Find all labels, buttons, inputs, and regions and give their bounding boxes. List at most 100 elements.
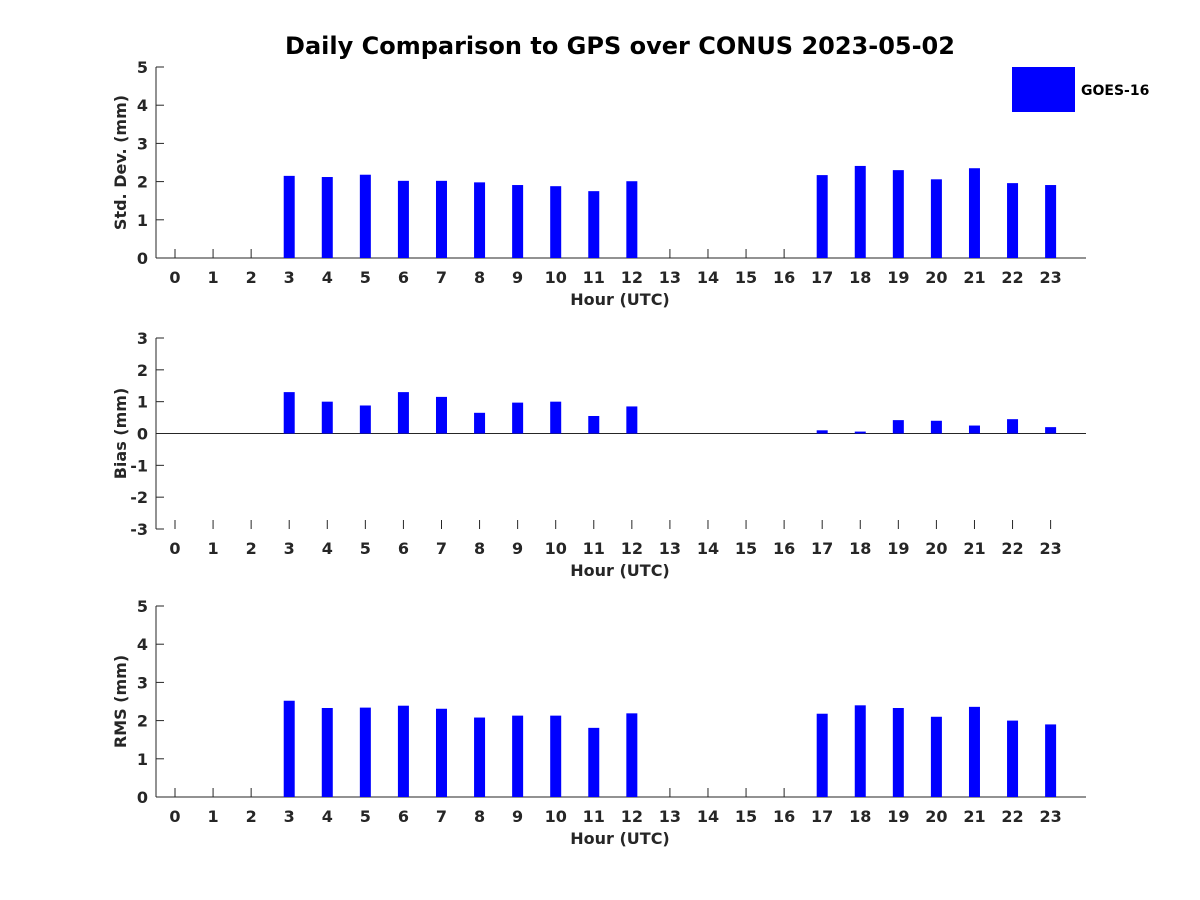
- bar-hour-11: [588, 415, 600, 434]
- y-tick-label: 5: [137, 597, 148, 616]
- x-tick-label: 12: [621, 807, 643, 826]
- x-axis-label: Hour (UTC): [570, 561, 670, 580]
- x-tick-label: 22: [1001, 268, 1023, 287]
- x-tick-label: 7: [436, 807, 447, 826]
- y-tick-label: 0: [137, 425, 148, 444]
- x-tick-label: 18: [849, 268, 871, 287]
- x-tick-label: 22: [1001, 539, 1023, 558]
- bar-hour-10: [550, 401, 562, 434]
- bar-hour-12: [626, 713, 638, 797]
- x-tick-label: 17: [811, 807, 833, 826]
- bar-hour-8: [474, 182, 486, 258]
- y-tick-label: 3: [137, 134, 148, 153]
- bar-hour-4: [321, 707, 333, 797]
- bar-hour-9: [512, 185, 524, 258]
- x-tick-label: 2: [246, 807, 257, 826]
- bar-hour-9: [512, 402, 524, 434]
- x-tick-label: 20: [925, 268, 947, 287]
- x-tick-label: 11: [583, 539, 605, 558]
- x-tick-label: 3: [284, 807, 295, 826]
- x-tick-label: 10: [545, 807, 567, 826]
- bar-hour-12: [626, 406, 638, 434]
- x-tick-label: 18: [849, 807, 871, 826]
- x-tick-label: 11: [583, 807, 605, 826]
- x-tick-label: 1: [207, 539, 218, 558]
- bar-hour-18: [854, 431, 866, 434]
- x-tick-label: 19: [887, 268, 909, 287]
- x-tick-label: 15: [735, 539, 757, 558]
- bar-hour-7: [435, 180, 447, 258]
- bar-hour-19: [892, 420, 904, 434]
- x-tick-label: 21: [963, 539, 985, 558]
- bar-hour-23: [1045, 185, 1057, 258]
- y-tick-label: 1: [137, 211, 148, 230]
- bar-hour-4: [321, 401, 333, 434]
- x-tick-label: 5: [360, 807, 371, 826]
- x-tick-label: 1: [207, 268, 218, 287]
- y-tick-label: 4: [137, 635, 148, 654]
- bar-hour-20: [930, 420, 942, 434]
- y-axis-label: Bias (mm): [111, 388, 130, 480]
- y-tick-label: 1: [137, 393, 148, 412]
- x-tick-label: 23: [1039, 268, 1061, 287]
- x-tick-label: 0: [169, 268, 180, 287]
- bar-hour-8: [474, 717, 486, 797]
- bar-hour-4: [321, 177, 333, 258]
- bar-hour-23: [1045, 724, 1057, 797]
- x-tick-label: 21: [963, 807, 985, 826]
- legend-label: GOES-16: [1081, 83, 1149, 99]
- bar-hour-21: [968, 706, 980, 797]
- y-tick-label: 1: [137, 750, 148, 769]
- x-axis-label: Hour (UTC): [570, 829, 670, 848]
- x-tick-label: 0: [169, 539, 180, 558]
- x-tick-label: 8: [474, 807, 485, 826]
- x-tick-label: 17: [811, 268, 833, 287]
- bar-hour-19: [892, 707, 904, 797]
- x-tick-label: 10: [545, 539, 567, 558]
- x-tick-label: 4: [322, 268, 333, 287]
- bar-hour-11: [588, 191, 600, 258]
- x-tick-label: 8: [474, 539, 485, 558]
- x-tick-label: 14: [697, 807, 719, 826]
- y-tick-label: -1: [130, 456, 148, 475]
- x-tick-label: 7: [436, 268, 447, 287]
- bar-hour-21: [968, 168, 980, 258]
- y-axis-label: Std. Dev. (mm): [111, 95, 130, 230]
- x-tick-label: 15: [735, 268, 757, 287]
- x-tick-label: 13: [659, 807, 681, 826]
- bar-hour-8: [474, 412, 486, 434]
- x-tick-label: 13: [659, 268, 681, 287]
- bar-hour-7: [435, 396, 447, 434]
- y-tick-label: 5: [137, 58, 148, 77]
- bar-hour-21: [968, 425, 980, 434]
- x-tick-label: 9: [512, 268, 523, 287]
- bar-hour-22: [1007, 419, 1019, 434]
- bar-hour-7: [435, 708, 447, 797]
- x-tick-label: 19: [887, 539, 909, 558]
- y-axis-label: RMS (mm): [111, 655, 130, 748]
- x-tick-label: 9: [512, 539, 523, 558]
- x-tick-label: 16: [773, 268, 795, 287]
- x-tick-label: 11: [583, 268, 605, 287]
- y-tick-label: 3: [137, 329, 148, 348]
- x-tick-label: 14: [697, 539, 719, 558]
- legend-swatch: [1012, 67, 1075, 112]
- y-tick-label: 2: [137, 361, 148, 380]
- x-tick-label: 3: [284, 539, 295, 558]
- bar-hour-20: [930, 716, 942, 797]
- bar-hour-11: [588, 727, 600, 797]
- x-tick-label: 7: [436, 539, 447, 558]
- bar-hour-18: [854, 165, 866, 258]
- x-tick-label: 1: [207, 807, 218, 826]
- x-tick-label: 10: [545, 268, 567, 287]
- x-tick-label: 20: [925, 807, 947, 826]
- bar-hour-17: [816, 713, 828, 797]
- y-tick-label: -3: [130, 520, 148, 539]
- bar-hour-20: [930, 179, 942, 258]
- x-tick-label: 12: [621, 539, 643, 558]
- x-tick-label: 23: [1039, 539, 1061, 558]
- bar-hour-5: [359, 405, 371, 434]
- bar-hour-5: [359, 707, 371, 797]
